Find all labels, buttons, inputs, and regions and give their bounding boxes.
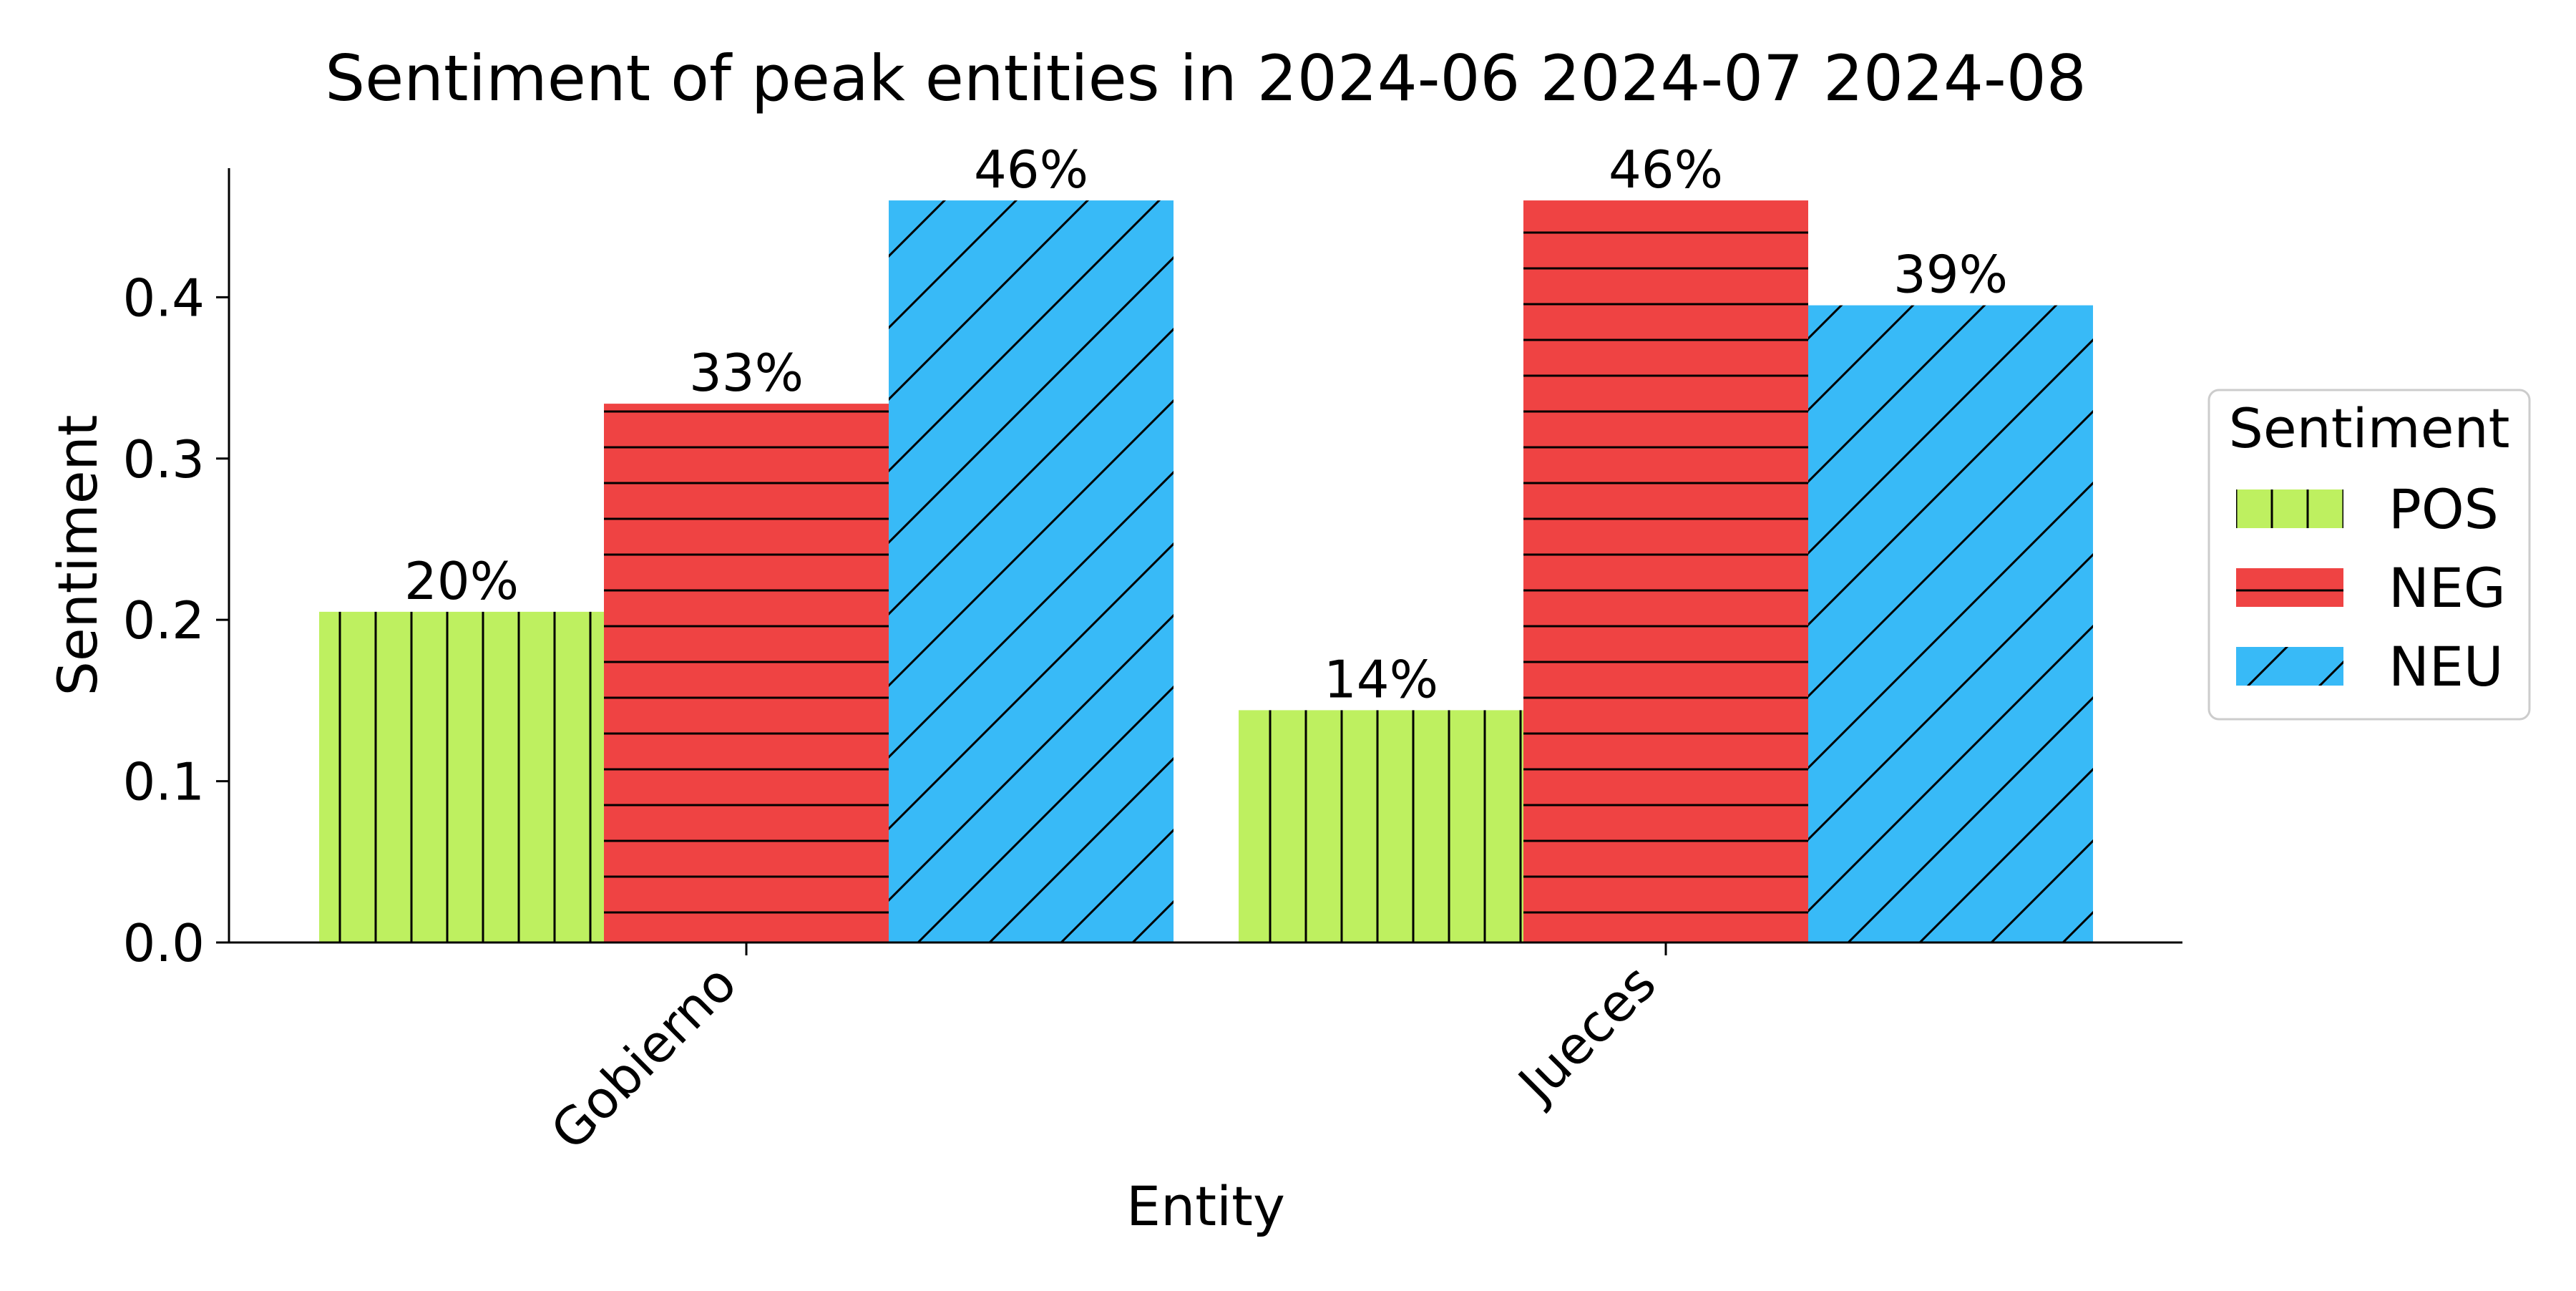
x-axis-label: Entity: [1126, 1174, 1285, 1238]
bar-labels-group: 20% 33% 46% 14% 46% 39%: [404, 140, 2008, 709]
y-axis-label: Sentiment: [46, 415, 109, 696]
bar-pos-jueces: [1239, 710, 1523, 942]
bar-neg-jueces: [1523, 200, 1808, 942]
legend-swatch-neu: [2236, 647, 2343, 686]
x-ticks-group: Gobierno Jueces: [540, 942, 1667, 1161]
legend-label-pos: POS: [2389, 477, 2499, 541]
bar-label-neg-jueces: 46%: [1609, 140, 1723, 200]
bar-neu-jueces: [1808, 305, 2093, 943]
legend-box: [2207, 389, 2531, 721]
y-tick-label: 0.0: [122, 913, 205, 973]
bars-group: [319, 200, 2093, 943]
legend-label-neu: NEU: [2389, 635, 2504, 698]
y-tick-label: 0.1: [122, 752, 205, 812]
legend-label-neg: NEG: [2389, 556, 2506, 620]
bar-neg-gobierno: [604, 404, 889, 942]
y-tick-label: 0.3: [122, 429, 205, 489]
x-tick-label-jueces: Jueces: [1505, 953, 1667, 1116]
bar-label-pos-gobierno: 20%: [404, 551, 519, 611]
legend-swatch-pos: [2236, 489, 2343, 528]
bar-neu-gobierno: [889, 200, 1174, 942]
bar-label-pos-jueces: 14%: [1324, 649, 1438, 709]
legend: Sentiment POS NEG NEU: [2207, 389, 2531, 721]
legend-items: POS NEG NEU: [2236, 477, 2506, 698]
x-tick-label-gobierno: Gobierno: [540, 953, 748, 1161]
bar-pos-gobierno: [319, 611, 604, 942]
y-tick-label: 0.2: [122, 590, 205, 651]
legend-swatch-neg: [2236, 568, 2343, 607]
bar-label-neg-gobierno: 33%: [689, 343, 804, 403]
y-ticks-group: 0.0 0.1 0.2 0.3 0.4: [122, 268, 229, 973]
legend-title: Sentiment: [2229, 396, 2510, 460]
bar-label-neu-jueces: 39%: [1893, 245, 2008, 305]
y-tick-label: 0.4: [122, 268, 205, 328]
chart-title: Sentiment of peak entities in 2024-06 20…: [325, 42, 2086, 115]
bar-label-neu-gobierno: 46%: [974, 140, 1088, 200]
